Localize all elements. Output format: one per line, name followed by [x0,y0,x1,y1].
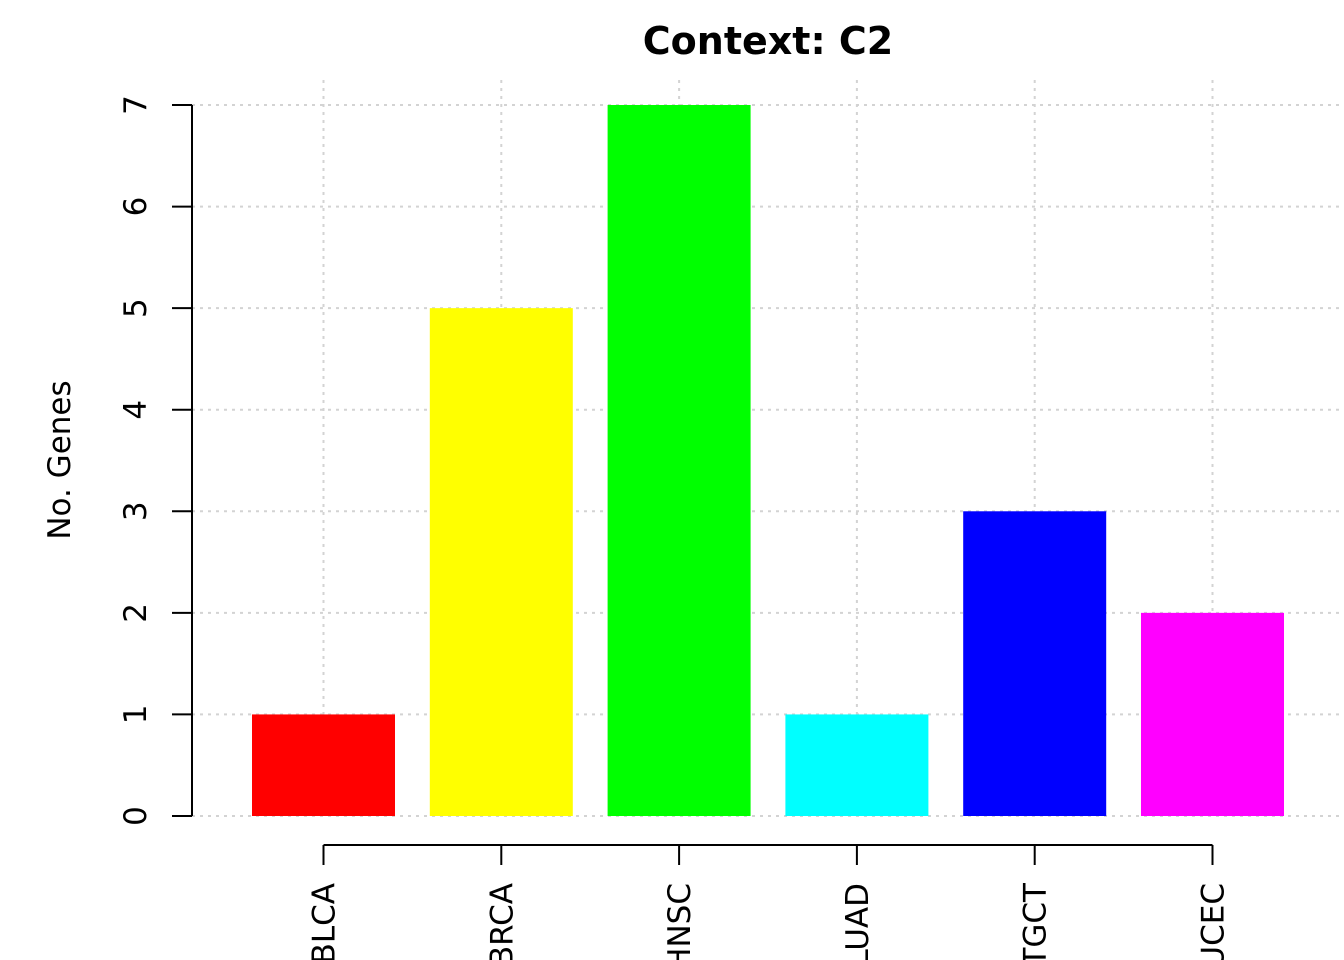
y-tick-label: 0 [118,806,154,826]
x-tick-label: BRCA [484,883,520,960]
y-tick-label: 1 [118,705,154,725]
bar-ucec [1141,612,1284,816]
chart-title: Context: C2 [643,19,893,63]
y-tick-label: 4 [118,400,154,420]
y-tick-label: 2 [118,603,154,623]
y-tick-label: 3 [118,501,154,521]
bars [252,105,1284,816]
bar-blca [252,714,395,816]
x-axis: BLCA BRCA HNSC LUAD TGCT UCEC [307,844,1232,960]
x-tick-label: BLCA [307,883,343,960]
y-axis-label: No. Genes [42,380,78,539]
bar-brca [429,308,573,816]
y-tick-label: 7 [118,95,154,115]
x-tick-label: TGCT [1018,882,1054,960]
bar-hnsc [607,105,751,816]
x-tick-label: HNSC [662,883,698,960]
bar-tgct [963,511,1107,816]
y-tick-label: 6 [118,197,154,217]
bar-luad [785,714,929,816]
x-tick-label: UCEC [1196,883,1232,960]
x-tick-label: LUAD [840,883,876,960]
y-tick-label: 5 [118,298,154,318]
y-axis: 0 1 2 3 4 5 6 7 [118,95,193,826]
